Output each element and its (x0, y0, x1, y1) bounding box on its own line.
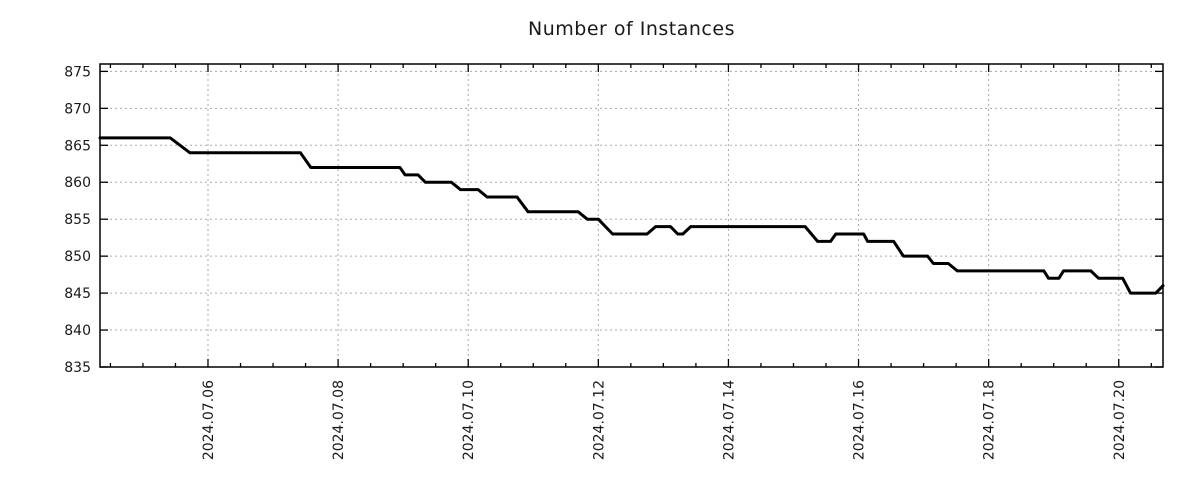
x-tick-label: 2024.07.14 (721, 380, 737, 460)
plot-frame (99, 63, 1164, 368)
x-tick-label: 2024.07.06 (201, 380, 217, 460)
y-tick-label: 845 (64, 286, 91, 302)
axis-labels: 835 840 845 850 855 860 865 870 875 2024.07.06 202… (64, 64, 1127, 460)
x-tick-label: 2024.07.10 (461, 380, 477, 460)
x-tick-label: 2024.07.20 (1112, 380, 1128, 460)
y-tick-label: 865 (64, 138, 91, 154)
gridlines (100, 64, 1163, 368)
y-tick-label: 835 (64, 360, 91, 376)
chart-title: Number of Instances (528, 18, 735, 40)
y-tick-label: 870 (64, 101, 91, 117)
y-tick-label: 875 (64, 64, 91, 80)
y-tick-label: 850 (64, 249, 91, 265)
series-line-instances (98, 136, 1165, 295)
axis-ticks (100, 64, 1163, 368)
x-tick-label: 2024.07.18 (982, 380, 998, 460)
x-tick-label: 2024.07.16 (852, 380, 868, 460)
x-tick-label: 2024.07.08 (331, 380, 347, 460)
x-tick-label: 2024.07.12 (591, 380, 607, 460)
y-tick-label: 860 (64, 175, 91, 191)
y-tick-label: 840 (64, 323, 91, 339)
y-tick-label: 855 (64, 212, 91, 228)
series (98, 136, 1165, 295)
